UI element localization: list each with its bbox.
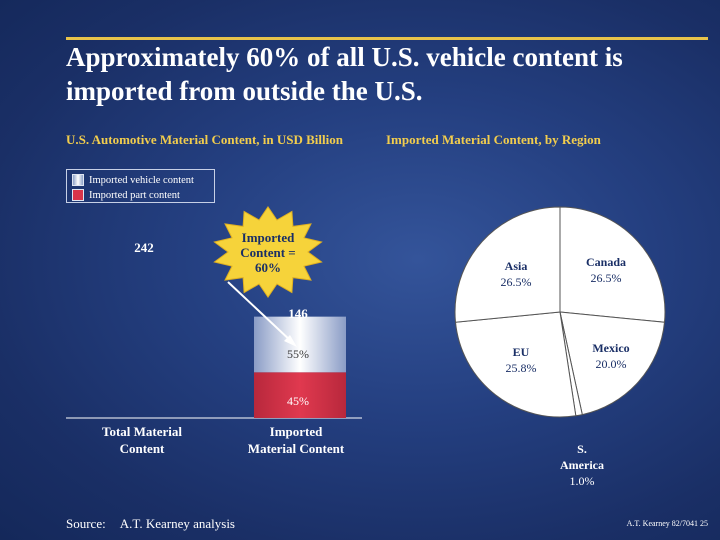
pie-label-s-america-name: America [560,458,604,472]
pie-label-mexico-value: 20.0% [596,357,627,371]
legend-item-vehicle: Imported vehicle content [72,173,194,187]
callout-line1: Imported [242,230,295,245]
bar-segment-part-label: 45% [287,394,309,408]
title-rule [66,37,708,40]
bar-chart: 242 146 55% 45% Total Material Content I… [66,240,362,456]
pie-label-canada-value: 26.5% [591,271,622,285]
pie-chart: Canada 26.5% Mexico 20.0% S. America 1.0% EU 25.… [454,206,666,488]
legend-label-part: Imported part content [89,189,180,201]
bar-category-total-line2: Content [120,441,165,456]
legend-item-part: Imported part content [72,188,180,202]
pie-label-asia-value: 26.5% [501,275,532,289]
pie-slice-eu [454,311,577,418]
pie-label-asia-name: Asia [505,259,528,273]
legend-swatch-part [72,189,84,201]
pie-label-s-america-value: 1.0% [570,474,595,488]
footer-source: Source: A.T. Kearney analysis [66,516,235,532]
pie-label-eu-value: 25.8% [506,361,537,375]
callout-arrowhead [284,335,297,347]
legend-swatch-vehicle [72,174,84,186]
pie-label-mexico-name: Mexico [592,341,629,355]
callout-line2: Content = [240,245,295,260]
bar-category-total-line1: Total Material [102,424,182,439]
chart-legend: Imported vehicle content Imported part c… [66,169,215,203]
footer-reference: A.T. Kearney 82/7041 25 [626,519,708,528]
bar-category-imported-line1: Imported [270,424,323,439]
bar-segment-imported-part [254,372,346,418]
pie-slice-canada [559,206,666,323]
callout-arrow [227,281,293,343]
bar-imported-total-value: 146 [288,306,308,321]
legend-label-vehicle: Imported vehicle content [89,174,194,186]
starburst-shape [213,206,323,298]
bar-category-imported-line2: Material Content [248,441,345,456]
bar-total-material-value: 242 [134,240,154,255]
source-text: A.T. Kearney analysis [119,516,235,531]
pie-slice-asia [454,206,561,323]
pie-label-eu-name: EU [513,345,530,359]
callout-starburst: Imported Content = 60% [213,206,323,347]
bar-segment-vehicle-label: 55% [287,347,309,361]
pie-label-canada-name: Canada [586,255,626,269]
bar-chart-subtitle: U.S. Automotive Material Content, in USD… [66,132,343,147]
slide-title: Approximately 60% of all U.S. vehicle co… [66,42,623,106]
pie-chart-subtitle: Imported Material Content, by Region [386,132,601,147]
pie-label-s-america-name: S. [577,442,587,456]
pie-slice-mexico [559,311,666,416]
source-label: Source: [66,516,106,531]
callout-line3: 60% [255,260,281,275]
bar-segment-imported-vehicle [254,316,346,373]
